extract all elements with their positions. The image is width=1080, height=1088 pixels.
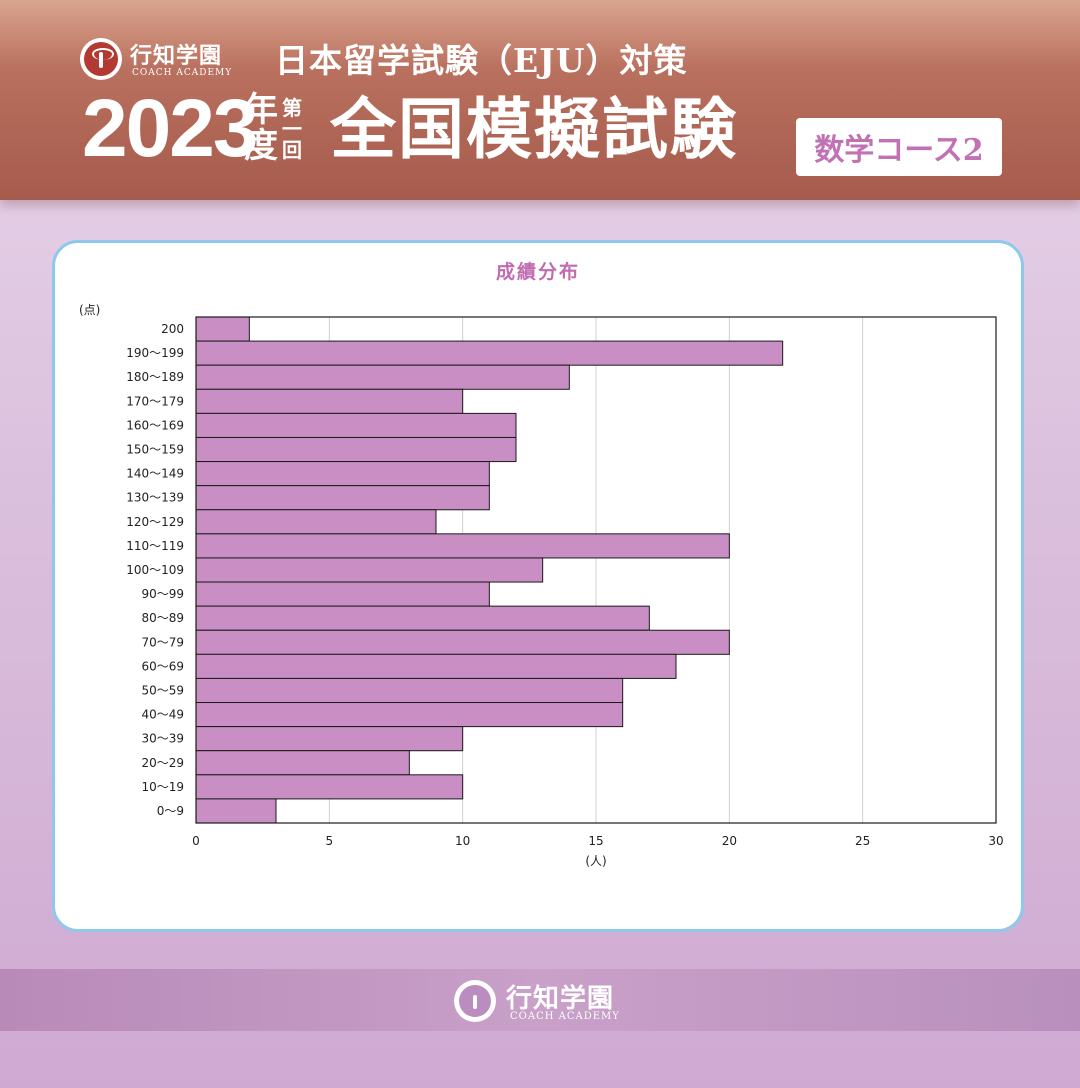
bar [195, 726, 464, 752]
x-tick-label: 20 [722, 834, 737, 848]
plot-frame [195, 316, 997, 824]
y-tick-label: 0～9 [157, 804, 184, 818]
y-tick-label: 10～19 [141, 780, 184, 794]
y-tick-label: 110～119 [126, 539, 184, 553]
bar [195, 461, 490, 487]
y-tick-label: 130～139 [126, 491, 184, 505]
footer-bar: 行知学園 COACH ACADEMY [0, 969, 1080, 1031]
x-tick-label: 15 [588, 834, 603, 848]
bar [195, 653, 677, 679]
y-tick-label: 30～39 [141, 732, 184, 746]
y-tick-label: 180～189 [126, 370, 184, 384]
bar [195, 629, 730, 655]
y-tick-label: 20～29 [141, 756, 184, 770]
header-year: 2023 [82, 83, 258, 174]
bar [195, 388, 464, 414]
x-tick-label: 30 [988, 834, 1003, 848]
bar [195, 485, 490, 511]
x-tick-label: 10 [455, 834, 470, 848]
bar [195, 316, 250, 342]
brand-logo: 行知学園 COACH ACADEMY [80, 38, 250, 82]
bar [195, 364, 570, 390]
y-tick-label: 80～89 [141, 611, 184, 625]
footer-logo: 行知学園 COACH ACADEMY [454, 978, 634, 1024]
header-round: 第一回 [282, 96, 302, 162]
bar [195, 798, 277, 824]
footer-brand-sub: COACH ACADEMY [510, 1011, 620, 1022]
header-title: 全国模擬試験 [330, 91, 738, 168]
y-tick-label: 40～49 [141, 708, 184, 722]
y-tick-label: 200 [161, 322, 184, 336]
x-tick-label: 25 [855, 834, 870, 848]
bar [195, 533, 730, 559]
y-tick-label: 170～179 [126, 394, 184, 408]
brand-name: 行知学園 [130, 43, 223, 69]
bar [195, 605, 650, 631]
bar [195, 340, 784, 366]
y-tick-label: 140～149 [126, 467, 184, 481]
y-tick-label: 160～169 [126, 418, 184, 432]
tree-logo-icon [454, 980, 496, 1022]
x-tick-label: 5 [326, 834, 334, 848]
bar [195, 436, 517, 463]
header-subtitle: 日本留学試験（EJU）対策 [275, 41, 688, 80]
y-axis-label: (点) [79, 303, 100, 317]
y-tick-label: 100～109 [126, 563, 184, 577]
bar [195, 509, 437, 535]
x-axis-label: (人) [585, 854, 606, 868]
bar [195, 677, 624, 704]
header-banner: 行知学園 COACH ACADEMY 日本留学試験（EJU）対策 2023 年度… [0, 0, 1080, 200]
bar [195, 774, 464, 800]
y-tick-label: 70～79 [141, 635, 184, 649]
y-tick-label: 120～129 [126, 515, 184, 529]
header-nendo: 年度 [244, 90, 278, 166]
score-distribution-chart: 200190～199180～189170～179160～169150～15914… [79, 303, 1004, 868]
bar [195, 557, 544, 583]
brand-sub: COACH ACADEMY [132, 68, 233, 78]
y-tick-label: 60～69 [141, 659, 184, 673]
y-tick-label: 50～59 [141, 683, 184, 697]
chart-card: 成績分布 200 190～199 180～189 170～179 160～169 150～… [52, 240, 1024, 932]
bar [195, 750, 410, 776]
bar [195, 702, 624, 728]
bar [195, 412, 517, 438]
tree-logo-icon [80, 38, 122, 80]
course-badge: 数学コース2 [796, 118, 1002, 176]
bar [195, 581, 490, 607]
footer-brand-name: 行知学園 [506, 984, 615, 1014]
x-tick-label: 0 [192, 834, 200, 848]
y-tick-label: 190～199 [126, 346, 184, 360]
y-tick-label: 150～159 [126, 443, 184, 457]
y-tick-label: 90～99 [141, 587, 184, 601]
chart-title: 成績分布 [495, 261, 580, 283]
